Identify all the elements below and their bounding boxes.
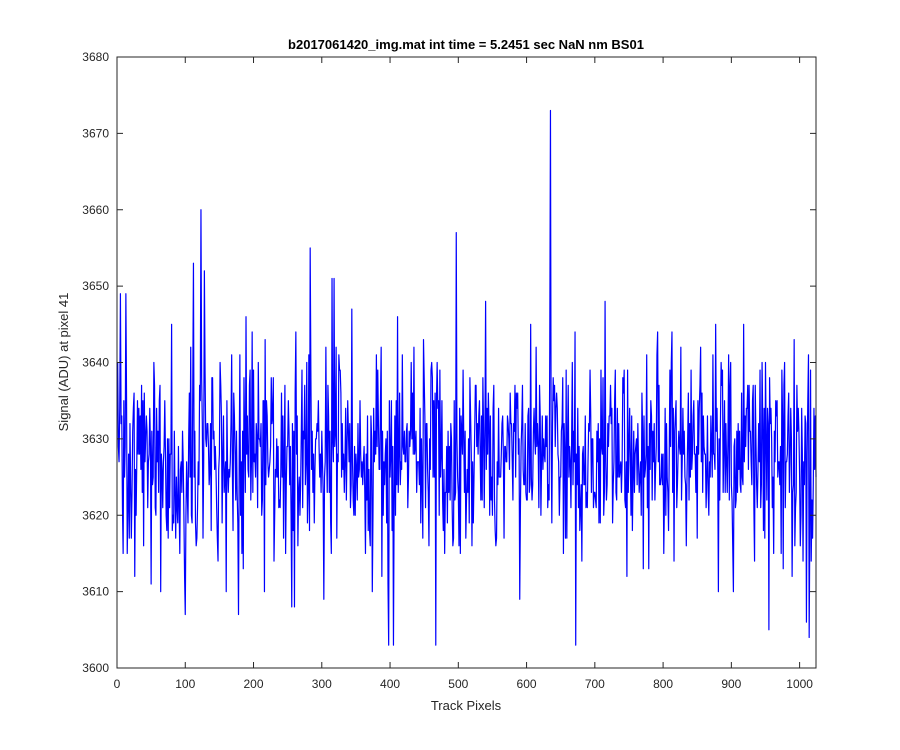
- y-tick-label: 3680: [82, 50, 109, 64]
- x-tick-label: 500: [448, 677, 468, 691]
- y-tick-label: 3620: [82, 508, 109, 522]
- x-tick-label: 100: [175, 677, 195, 691]
- y-axis-title: Signal (ADU) at pixel 41: [56, 293, 71, 432]
- x-tick-label: 700: [585, 677, 605, 691]
- chart-title: b2017061420_img.mat int time = 5.2451 se…: [288, 37, 644, 52]
- y-tick-label: 3670: [82, 126, 109, 140]
- x-tick-label: 400: [380, 677, 400, 691]
- x-tick-label: 200: [244, 677, 264, 691]
- series-line: [117, 109, 817, 646]
- y-tick-label: 3610: [82, 585, 109, 599]
- y-axis: 3600 3610 3620 3630 3640 3650 3660 3670 3680: [82, 50, 816, 675]
- y-tick-label: 3630: [82, 432, 109, 446]
- y-tick-label: 3660: [82, 203, 109, 217]
- x-axis-title: Track Pixels: [431, 698, 502, 713]
- x-tick-label: 600: [517, 677, 537, 691]
- series-layer: [117, 109, 817, 646]
- x-tick-label: 900: [721, 677, 741, 691]
- x-tick-label: 800: [653, 677, 673, 691]
- x-axis: 0 100 200 300 400 500 600 700 800 900 1000: [114, 57, 813, 691]
- y-tick-label: 3650: [82, 279, 109, 293]
- y-tick-label: 3600: [82, 661, 109, 675]
- x-tick-label: 1000: [786, 677, 813, 691]
- y-tick-label: 3640: [82, 356, 109, 370]
- x-tick-label: 300: [312, 677, 332, 691]
- x-tick-label: 0: [114, 677, 121, 691]
- plot-area: [117, 57, 816, 668]
